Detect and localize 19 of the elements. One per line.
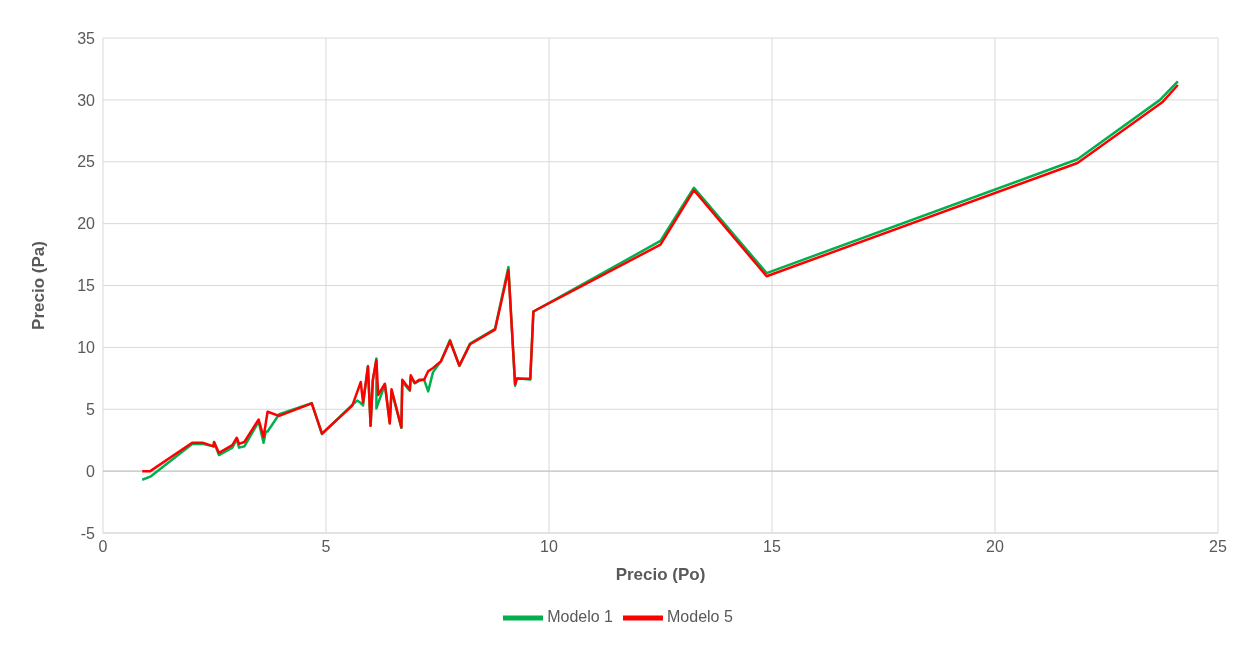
x-tick-label: 25 — [1209, 538, 1227, 556]
y-tick-label: 25 — [77, 153, 96, 171]
x-tick-label: 5 — [321, 538, 331, 556]
y-axis-title: Precio (Pa) — [29, 241, 49, 330]
y-tick-label: 15 — [77, 277, 96, 295]
legend-label: Modelo 1 — [547, 608, 613, 626]
x-axis-title: Precio (Po) — [615, 565, 706, 584]
x-tick-label: 10 — [540, 538, 558, 556]
y-tick-label: 5 — [86, 400, 96, 418]
legend-label: Modelo 5 — [667, 608, 733, 626]
y-tick-label: 30 — [77, 91, 96, 109]
x-tick-label: 20 — [986, 538, 1004, 556]
y-tick-label: -5 — [80, 524, 96, 542]
y-tick-label: 10 — [77, 339, 96, 357]
x-tick-label: 0 — [98, 538, 108, 556]
y-tick-label: 20 — [77, 215, 96, 233]
y-tick-label: 0 — [86, 462, 96, 480]
y-tick-label: 35 — [77, 29, 96, 47]
x-tick-label: 15 — [763, 538, 781, 556]
